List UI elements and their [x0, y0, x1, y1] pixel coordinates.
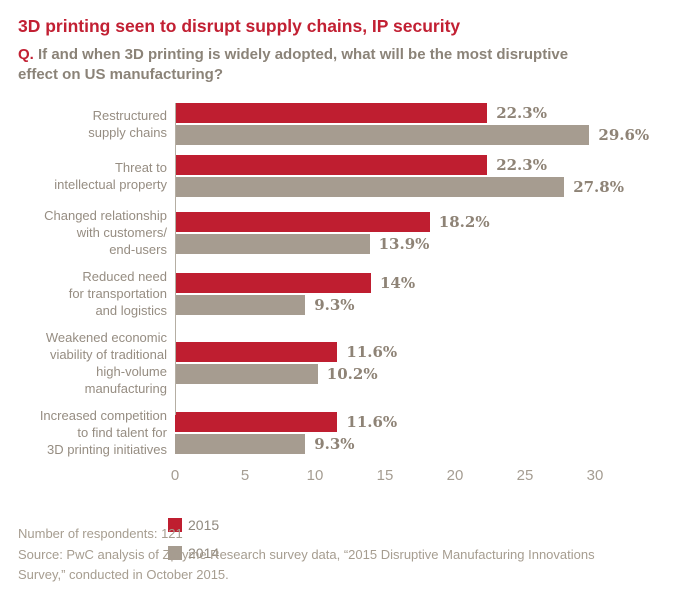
respondents-note: Number of respondents: 121 — [18, 526, 183, 541]
bar-pair: 14% 9.3% — [175, 272, 680, 315]
legend-swatch-icon — [168, 518, 182, 532]
bar-line-2014: 29.6% — [175, 125, 680, 145]
x-tick-label: 20 — [446, 467, 464, 484]
bar-pair: 18.2% 13.9% — [175, 211, 680, 254]
bar-value-label: 27.8% — [573, 178, 624, 196]
chart-row: Weakened economic viability of tradition… — [18, 329, 680, 397]
bar-value-label: 10.2% — [326, 365, 378, 383]
bar-value-label: 29.6% — [598, 126, 650, 144]
bar-line-2015: 18.2% — [175, 211, 680, 232]
bar-line-2014: 13.9% — [175, 233, 680, 254]
chart-legend: 2015 2014 — [168, 517, 680, 561]
x-tick-label: 30 — [586, 467, 604, 484]
category-label: Increased competition to find talent for… — [39, 408, 167, 457]
category-label: Reduced need for transportation and logi… — [68, 269, 167, 318]
bar-line-2015: 14% — [175, 272, 680, 293]
legend-swatch-icon — [168, 546, 182, 560]
bar-pair: 11.6% 9.3% — [175, 411, 680, 454]
bar-line-2014: 10.2% — [175, 364, 680, 384]
bar-chart: Restructured supply chains 22.3% 29.6% Thre… — [18, 103, 680, 487]
x-tick-label: 25 — [516, 467, 534, 484]
x-tick-label: 10 — [306, 467, 324, 484]
survey-question: Q. If and when 3D printing is widely ado… — [18, 45, 680, 85]
bar-line-2014: 27.8% — [175, 177, 680, 197]
chart-row: Reduced need for transportation and logi… — [18, 268, 680, 319]
y-axis-line — [175, 103, 176, 415]
chart-row: Changed relationship with customers/ end… — [18, 207, 680, 258]
chart-row: Restructured supply chains 22.3% 29.6% — [18, 103, 680, 145]
bar-2015 — [175, 272, 371, 293]
bar-line-2015: 22.3% — [175, 103, 680, 123]
bar-2015 — [175, 103, 488, 123]
bar-2015 — [175, 211, 430, 232]
bar-value-label: 22.3% — [496, 156, 547, 174]
bar-2014 — [175, 294, 306, 315]
bar-2014 — [175, 433, 306, 454]
bar-line-2015: 11.6% — [175, 342, 680, 362]
legend-label: 2015 — [188, 517, 220, 533]
bar-value-label: 13.9% — [378, 234, 430, 253]
legend-label: 2014 — [188, 545, 220, 561]
chart-title: 3D printing seen to disrupt supply chain… — [18, 16, 461, 36]
question-text: If and when 3D printing is widely adopte… — [18, 46, 569, 83]
chart-footer: Number of respondents: 121 Source: PwC a… — [18, 524, 668, 586]
x-axis-ticks: 0 5 10 15 20 25 30 — [171, 467, 680, 487]
bar-line-2014: 9.3% — [175, 433, 680, 454]
bar-2014 — [175, 233, 370, 254]
category-label: Weakened economic viability of tradition… — [45, 330, 167, 396]
legend-item-2014: 2014 — [168, 545, 680, 561]
bar-2015 — [175, 155, 488, 175]
bar-line-2015: 11.6% — [175, 411, 680, 432]
bar-pair: 22.3% 27.8% — [175, 155, 680, 197]
x-tick-label: 15 — [376, 467, 394, 484]
bar-value-label: 11.6% — [346, 412, 398, 431]
x-tick-label: 5 — [240, 467, 250, 484]
source-note: Source: PwC analysis of Zpryme Research … — [18, 546, 595, 583]
chart-rows: Restructured supply chains 22.3% 29.6% Thre… — [18, 103, 680, 458]
bar-2015 — [175, 411, 338, 432]
bar-line-2014: 9.3% — [175, 294, 680, 315]
bar-value-label: 22.3% — [496, 104, 547, 122]
bar-value-label: 9.3% — [314, 434, 355, 453]
chart-row: Threat to intellectual property 22.3% 27.8… — [18, 155, 680, 197]
category-label: Restructured supply chains — [88, 108, 167, 140]
category-label: Threat to intellectual property — [54, 160, 167, 192]
bar-line-2015: 22.3% — [175, 155, 680, 175]
bar-pair: 22.3% 29.6% — [175, 103, 680, 145]
bar-pair: 11.6% 10.2% — [175, 342, 680, 384]
question-prefix: Q. — [18, 46, 34, 63]
bar-2014 — [175, 177, 565, 197]
bar-value-label: 18.2% — [438, 212, 490, 231]
legend-item-2015: 2015 — [168, 517, 680, 533]
bar-value-label: 9.3% — [314, 295, 355, 314]
x-tick-label: 0 — [170, 467, 180, 484]
chart-row: Increased competition to find talent for… — [18, 407, 680, 458]
category-label: Changed relationship with customers/ end… — [44, 208, 167, 257]
bar-value-label: 14% — [380, 273, 416, 292]
bar-2014 — [175, 364, 318, 384]
bar-value-label: 11.6% — [346, 343, 398, 361]
bar-2015 — [175, 342, 338, 362]
bar-2014 — [175, 125, 590, 145]
